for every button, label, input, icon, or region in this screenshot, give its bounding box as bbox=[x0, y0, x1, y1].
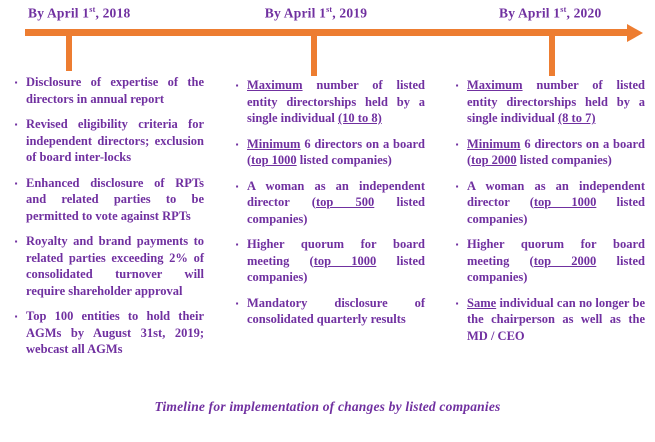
bullet-item: ▪ Same individual can no longer be the ch… bbox=[447, 295, 645, 345]
timeline-tick-2018 bbox=[66, 35, 72, 71]
bullet-square-icon: ▪ bbox=[235, 81, 239, 90]
bullet-text: Minimum 6 directors on a board (top 2000… bbox=[467, 136, 645, 168]
bullet-square-icon: ▪ bbox=[235, 139, 239, 149]
timeline-caption: Timeline for implementation of changes b… bbox=[154, 399, 501, 414]
bullet-text: Royalty and brand payments to related pa… bbox=[26, 234, 204, 298]
bullet-item: ▪ Top 100 entities to hold their AGMs by … bbox=[6, 308, 204, 358]
timeline-tick-2020 bbox=[549, 35, 555, 76]
bullet-item: ▪ Royalty and brand payments to related p… bbox=[6, 233, 204, 299]
bullet-text: Revised eligibility criteria for indepen… bbox=[26, 117, 204, 164]
milestone-label-2019: By April 1st, 2019 bbox=[264, 5, 368, 21]
bullet-square-icon: ▪ bbox=[14, 312, 18, 321]
bullet-text: Enhanced disclosure of RPTs and related … bbox=[26, 175, 204, 223]
bullet-text: A woman as an independent director (top … bbox=[247, 178, 425, 226]
bullet-text: Maximum number of listed entity director… bbox=[467, 78, 645, 125]
bullet-square-icon: ▪ bbox=[235, 240, 239, 249]
bullet-text: Higher quorum for board meeting (top 100… bbox=[247, 237, 425, 284]
bullet-item: ▪ Revised eligibility criteria for indepe… bbox=[6, 116, 204, 166]
bullet-square-icon: ▪ bbox=[14, 178, 18, 188]
bullet-item: ▪ Mandatory disclosure of consolidated qu… bbox=[227, 295, 425, 328]
bullet-text: Maximum number of listed entity director… bbox=[247, 78, 425, 125]
bullet-text: Same individual can no longer be the cha… bbox=[467, 295, 645, 343]
timeline-arrow-bar bbox=[25, 29, 629, 36]
bullet-item: ▪ Maximum number of listed entity directo… bbox=[447, 77, 645, 127]
bullet-item: ▪ Maximum number of listed entity directo… bbox=[227, 77, 425, 127]
milestone-label-2020: By April 1st, 2020 bbox=[499, 5, 602, 21]
bullet-item: ▪ Higher quorum for board meeting (top 20… bbox=[447, 236, 645, 286]
bullet-item: ▪ Higher quorum for board meeting (top 10… bbox=[227, 236, 425, 286]
bullet-square-icon: ▪ bbox=[14, 237, 18, 246]
bullet-square-icon: ▪ bbox=[14, 78, 18, 87]
timeline-column-2018: ▪ Disclosure of expertise of the director… bbox=[6, 74, 204, 367]
bullet-item: ▪ Disclosure of expertise of the director… bbox=[6, 74, 204, 107]
bullet-text: Disclosure of expertise of the directors… bbox=[26, 75, 204, 106]
bullet-square-icon: ▪ bbox=[455, 240, 459, 249]
milestone-label-2018: By April 1st, 2018 bbox=[28, 5, 131, 21]
timeline-column-2020: ▪ Maximum number of listed entity directo… bbox=[447, 77, 645, 353]
bullet-text: Minimum 6 directors on a board (top 1000… bbox=[247, 136, 425, 168]
bullet-item: ▪ Minimum 6 directors on a board (top 100… bbox=[227, 136, 425, 169]
bullet-text: Top 100 entities to hold their AGMs by A… bbox=[26, 309, 204, 356]
bullet-item: ▪ A woman as an independent director (top… bbox=[447, 178, 645, 228]
bullet-square-icon: ▪ bbox=[235, 181, 239, 191]
timeline-column-2019: ▪ Maximum number of listed entity directo… bbox=[227, 77, 425, 337]
bullet-square-icon: ▪ bbox=[235, 298, 239, 308]
bullet-square-icon: ▪ bbox=[455, 139, 459, 149]
bullet-item: ▪ Minimum 6 directors on a board (top 200… bbox=[447, 136, 645, 169]
timeline-arrowhead-icon bbox=[627, 24, 643, 42]
bullet-text: Higher quorum for board meeting (top 200… bbox=[467, 237, 645, 284]
bullet-item: ▪ Enhanced disclosure of RPTs and related… bbox=[6, 175, 204, 225]
bullet-square-icon: ▪ bbox=[455, 81, 459, 90]
timeline-tick-2019 bbox=[311, 35, 317, 76]
bullet-item: ▪ A woman as an independent director (top… bbox=[227, 178, 425, 228]
bullet-square-icon: ▪ bbox=[14, 120, 18, 129]
bullet-text: Mandatory disclosure of consolidated qua… bbox=[247, 295, 425, 327]
bullet-text: A woman as an independent director (top … bbox=[467, 178, 645, 226]
bullet-square-icon: ▪ bbox=[455, 181, 459, 191]
bullet-square-icon: ▪ bbox=[455, 298, 459, 308]
